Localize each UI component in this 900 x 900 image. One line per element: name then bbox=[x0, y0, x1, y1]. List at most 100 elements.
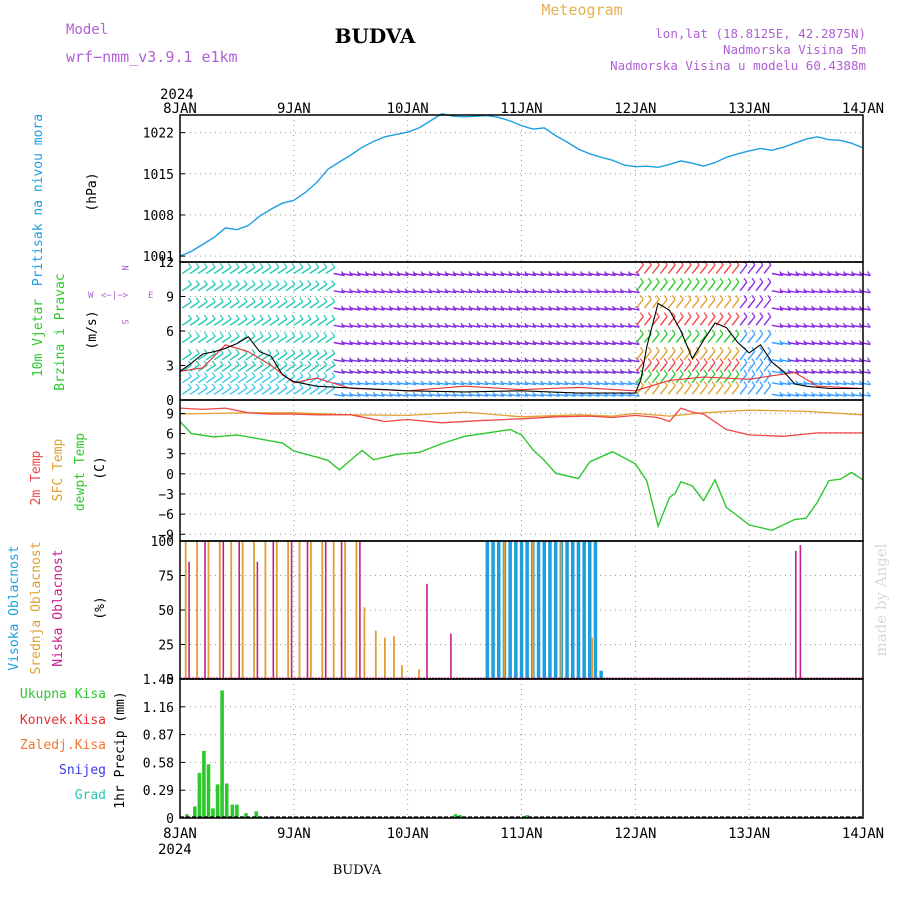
wind-barb bbox=[508, 370, 520, 374]
wind-barb-flag bbox=[866, 368, 871, 374]
wind-barb bbox=[659, 264, 668, 274]
wind-barb bbox=[683, 362, 692, 372]
wind-barb-flag bbox=[727, 277, 732, 283]
wind-barb bbox=[851, 370, 863, 374]
wind-barb bbox=[787, 393, 799, 397]
wind-barb-flag bbox=[759, 329, 764, 335]
wind-barb bbox=[285, 352, 296, 361]
wind-barb bbox=[715, 298, 724, 309]
wind-barb bbox=[468, 272, 481, 277]
wind-barb bbox=[763, 385, 772, 395]
wind-barb bbox=[445, 307, 457, 311]
wind-barb-flag bbox=[687, 381, 692, 386]
wind-barb bbox=[341, 307, 353, 311]
wind-barb-flag bbox=[671, 329, 676, 335]
wind-barb bbox=[843, 290, 855, 294]
y-tick-label: 0 bbox=[166, 673, 174, 688]
wind-barb-flag bbox=[759, 295, 764, 300]
wind-barb bbox=[389, 307, 401, 311]
wind-barb bbox=[524, 324, 536, 328]
cloud-bar bbox=[218, 541, 221, 679]
wind-barb bbox=[659, 350, 668, 361]
wind-barb bbox=[508, 324, 520, 328]
wind-barb bbox=[445, 324, 457, 328]
wind-barb bbox=[341, 359, 353, 363]
wind-barb bbox=[253, 364, 264, 372]
wind-barb-flag bbox=[639, 295, 644, 300]
wind-barb bbox=[317, 266, 328, 275]
wind-barb-flag bbox=[259, 331, 264, 337]
wind-barb bbox=[468, 290, 481, 294]
precip-bar bbox=[193, 806, 197, 818]
cloud-bar bbox=[525, 541, 529, 679]
wind-barb-flag bbox=[735, 381, 740, 386]
wind-barb bbox=[229, 318, 240, 326]
wind-barb bbox=[707, 333, 716, 343]
wind-barb-flag bbox=[259, 360, 264, 366]
wind-barb bbox=[556, 382, 568, 386]
wind-barb bbox=[524, 382, 536, 386]
wind-barb-flag bbox=[647, 381, 652, 386]
wind-barb bbox=[373, 382, 385, 386]
precip-bar bbox=[254, 811, 259, 818]
wind-barb-flag bbox=[655, 358, 660, 363]
y-tick-label: −3 bbox=[158, 488, 174, 503]
wind-barb bbox=[237, 318, 248, 326]
wind-barb-flag bbox=[687, 329, 692, 335]
wind-barb bbox=[548, 307, 560, 311]
wind-barb-flag bbox=[751, 358, 756, 363]
wind-barb bbox=[413, 272, 425, 277]
wind-barb bbox=[548, 382, 560, 386]
wind-barb bbox=[779, 290, 791, 294]
wind-barb-flag bbox=[195, 262, 200, 268]
year-bottom: 2024 bbox=[158, 842, 192, 858]
wind-barb bbox=[229, 335, 240, 344]
wind-barb bbox=[540, 359, 552, 363]
wind-label-1: 10m Vjetar bbox=[31, 299, 46, 377]
wind-barb bbox=[476, 370, 489, 374]
wind-barb bbox=[755, 350, 764, 361]
wind-barb bbox=[635, 281, 644, 292]
wind-barb bbox=[580, 307, 592, 311]
wind-barb-flag bbox=[235, 372, 240, 377]
wind-barb-flag bbox=[203, 297, 208, 303]
wind-barb bbox=[819, 290, 831, 294]
wind-barb bbox=[596, 359, 608, 363]
wind-barb bbox=[564, 382, 576, 386]
wind-barb-flag bbox=[719, 358, 724, 363]
wind-barb-flag bbox=[647, 295, 652, 300]
wind-barb bbox=[397, 324, 409, 328]
wind-barb bbox=[843, 370, 855, 374]
wind-barb-flag bbox=[267, 331, 272, 337]
wind-barb bbox=[181, 283, 192, 292]
wind-barb-flag bbox=[203, 262, 208, 268]
wind-barb-flag bbox=[323, 331, 328, 337]
wind-barb-flag bbox=[751, 329, 756, 335]
wind-barb bbox=[285, 364, 296, 372]
wind-barb bbox=[325, 387, 336, 395]
wind-barb bbox=[500, 370, 512, 374]
wind-barb-flag bbox=[251, 383, 256, 389]
wind-barb-flag bbox=[866, 288, 871, 294]
wind-barb bbox=[524, 341, 536, 346]
wind-barb-flag bbox=[735, 369, 740, 375]
wind-barb bbox=[245, 318, 256, 326]
cloud-bar bbox=[184, 541, 187, 679]
wind-barb-flag bbox=[211, 331, 216, 337]
wind-barb bbox=[309, 301, 320, 309]
cloud-bar bbox=[576, 541, 581, 679]
wind-barb bbox=[659, 298, 668, 309]
wind-barb-flag bbox=[767, 381, 772, 386]
wind-barb bbox=[389, 290, 401, 294]
wind-barb bbox=[508, 341, 520, 346]
wind-barb bbox=[747, 362, 756, 372]
cloud-bar bbox=[384, 637, 386, 679]
wind-barb bbox=[261, 375, 272, 384]
wind-barb-flag bbox=[219, 372, 224, 377]
wind-barb-flag bbox=[299, 331, 304, 337]
wind-barb-flag bbox=[251, 262, 256, 268]
wind-barb bbox=[803, 370, 815, 374]
wind-barb bbox=[397, 341, 409, 346]
wind-barb-flag bbox=[331, 280, 336, 285]
wind-barb bbox=[556, 272, 568, 277]
